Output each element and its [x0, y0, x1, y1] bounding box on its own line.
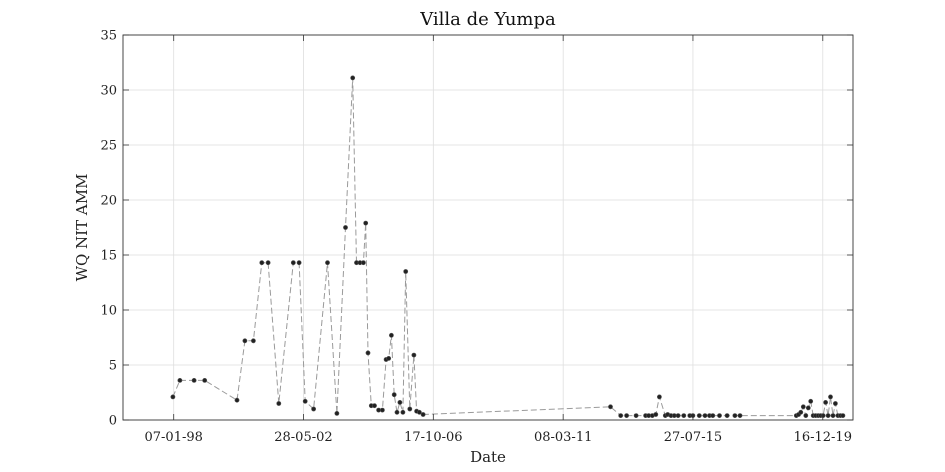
data-point: [798, 409, 804, 415]
data-point: [296, 260, 302, 266]
tick-labels: 0 5 10 15 20 25 30 35 07-01-98 28-05-02 17-10-06 08…: [100, 29, 852, 446]
data-point: [825, 413, 831, 418]
plot-area-frame: [122, 34, 854, 421]
data-point: [657, 394, 662, 400]
data-point: [363, 220, 369, 226]
data-point: [386, 355, 392, 361]
chart-title: Villa de Yumpa: [419, 9, 556, 30]
data-point: [372, 403, 377, 409]
data-point: [265, 260, 271, 266]
data-point: [250, 338, 256, 344]
data-point: [702, 413, 708, 418]
tick-marks: [123, 34, 853, 421]
data-point: [191, 377, 197, 383]
data-point: [681, 413, 687, 418]
data-point: [202, 377, 208, 383]
data-point: [717, 413, 722, 418]
y-tick-label: 25: [100, 139, 117, 154]
y-tick-label: 35: [100, 29, 117, 44]
data-point: [833, 401, 838, 406]
data-point: [350, 75, 356, 81]
data-point: [397, 399, 403, 405]
y-axis-title: WQ NIT AMM: [73, 174, 91, 282]
data-point: [400, 409, 406, 415]
data-point: [724, 413, 730, 418]
x-tick-label: 07-01-98: [144, 430, 202, 445]
data-point: [618, 413, 624, 418]
data-point: [325, 260, 330, 266]
y-tick-label: 5: [109, 359, 117, 374]
data-point: [624, 413, 629, 418]
data-point: [391, 392, 397, 398]
data-point: [416, 409, 422, 415]
data-point: [311, 406, 316, 412]
data-point: [420, 412, 426, 417]
x-axis-title: Date: [470, 448, 506, 466]
y-tick-label: 15: [100, 249, 117, 264]
data-point: [379, 407, 385, 413]
data-point: [608, 404, 613, 410]
y-tick-label: 10: [100, 304, 117, 319]
data-point: [403, 269, 409, 274]
x-tick-label: 27-07-15: [664, 430, 722, 445]
data-point: [334, 410, 340, 416]
data-point: [242, 338, 248, 344]
data-point: [259, 260, 265, 266]
grid: [123, 34, 853, 421]
data-point: [388, 332, 394, 338]
data-point: [737, 413, 743, 418]
data-point: [407, 406, 413, 412]
data-point: [710, 413, 716, 418]
data-point: [803, 413, 809, 418]
x-tick-label: 28-05-02: [274, 430, 332, 445]
data-point: [805, 405, 811, 411]
y-tick-label: 0: [109, 414, 117, 429]
data-point: [365, 350, 371, 356]
data-point: [411, 352, 417, 358]
data-point: [633, 413, 639, 418]
data-point: [276, 401, 282, 406]
y-tick-label: 20: [100, 194, 117, 209]
data-point: [675, 413, 681, 418]
x-tick-label: 08-03-11: [534, 430, 592, 445]
data-point: [800, 404, 806, 410]
data-point: [653, 412, 659, 417]
data-point: [808, 398, 814, 404]
data-point: [696, 413, 702, 418]
x-tick-label: 16-12-19: [794, 430, 852, 445]
data-point: [840, 413, 846, 418]
data-point: [343, 225, 348, 230]
data-point: [823, 399, 828, 405]
y-tick-label: 30: [100, 84, 117, 99]
data-point: [290, 260, 296, 266]
data-point: [828, 394, 833, 400]
data-point: [302, 398, 308, 404]
series-layer: [170, 75, 846, 418]
data-point: [394, 409, 400, 415]
data-point: [170, 394, 176, 400]
data-point: [360, 260, 366, 266]
data-point: [234, 397, 240, 403]
data-point: [830, 413, 836, 418]
data-point: [732, 413, 738, 418]
x-tick-label: 17-10-06: [404, 430, 462, 445]
data-point: [177, 377, 183, 383]
